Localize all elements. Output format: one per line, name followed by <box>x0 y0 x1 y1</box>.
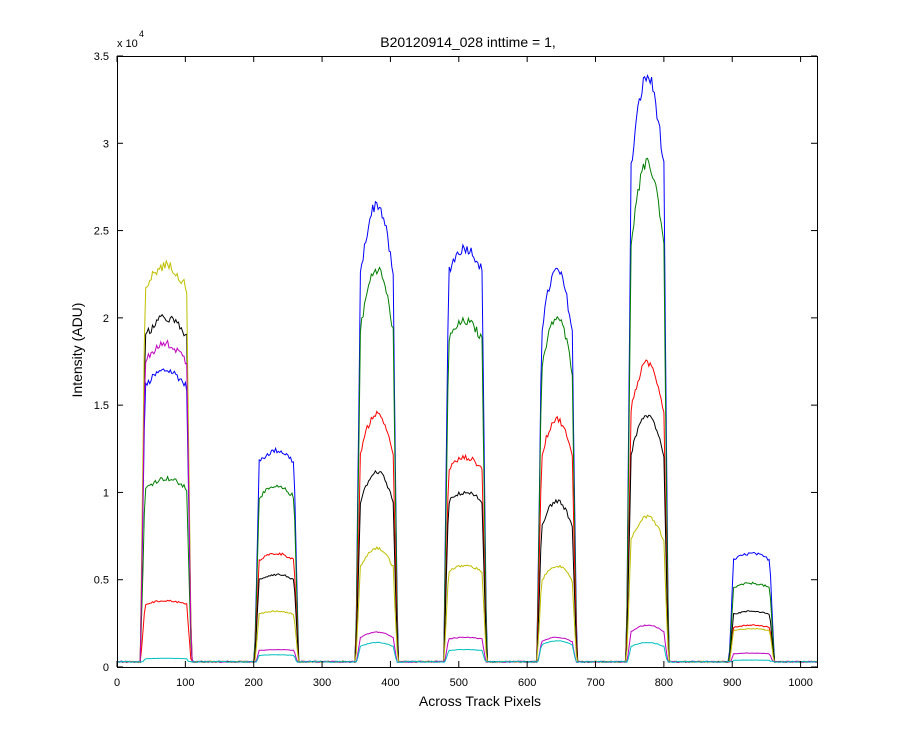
x-tick-label: 1000 <box>788 677 812 689</box>
y-axis-label: Intensity (ADU) <box>69 303 85 398</box>
y-axis-ticks: 0 0.5 1 1.5 2 2.5 3 3.5 <box>94 51 817 674</box>
x-tick-label: 0 <box>114 677 120 689</box>
x-tick-label: 800 <box>655 677 673 689</box>
y-exponent-base: x 10 <box>117 38 138 50</box>
x-tick-label: 600 <box>518 677 536 689</box>
chart-title: B20120914_028 inttime = 1, <box>380 34 556 50</box>
y-tick-label: 3.5 <box>94 51 109 63</box>
y-exponent-power: 4 <box>139 29 144 39</box>
x-tick-label: 300 <box>313 677 331 689</box>
x-axis-label: Across Track Pixels <box>419 693 541 709</box>
y-tick-label: 0.5 <box>94 575 109 587</box>
y-tick-label: 1 <box>103 487 109 499</box>
x-axis-ticks: 0 100 200 300 400 500 600 700 800 900 1000 <box>114 56 813 689</box>
x-tick-label: 400 <box>381 677 399 689</box>
y-tick-label: 1.5 <box>94 400 109 412</box>
series-layer <box>116 73 818 664</box>
series-line-7 <box>116 640 818 663</box>
y-tick-label: 3 <box>103 138 109 150</box>
y-tick-label: 2.5 <box>94 226 109 238</box>
x-tick-label: 700 <box>586 677 604 689</box>
x-tick-label: 900 <box>723 677 741 689</box>
y-tick-label: 2 <box>103 313 109 325</box>
x-tick-label: 200 <box>245 677 263 689</box>
plot-frame <box>117 56 818 668</box>
x-tick-label: 500 <box>450 677 468 689</box>
y-tick-label: 0 <box>103 662 109 674</box>
plot-area <box>117 56 818 668</box>
x-tick-label: 100 <box>176 677 194 689</box>
